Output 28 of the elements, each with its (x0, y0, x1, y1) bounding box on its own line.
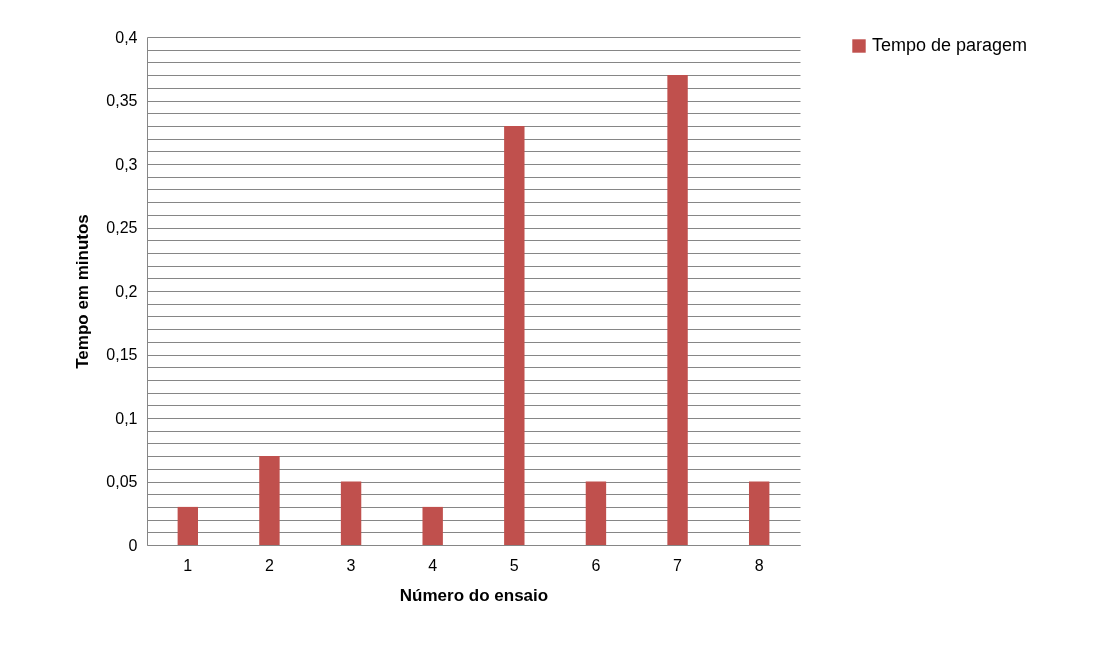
bar (422, 506, 443, 545)
y-tick-label: 0,35 (106, 92, 138, 109)
x-axis-title: Número do ensaio (399, 585, 549, 605)
x-tick-label: 4 (428, 556, 438, 574)
y-tick-label: 0 (128, 536, 138, 554)
x-tick-label: 5 (509, 556, 519, 574)
bar (748, 481, 770, 545)
bar (340, 481, 362, 545)
y-tick-label: 0,05 (106, 473, 138, 490)
bar (177, 506, 199, 545)
x-tick-label: 3 (346, 556, 356, 574)
bar (259, 456, 280, 545)
y-tick-label: 0,25 (106, 219, 138, 236)
x-tick-label: 1 (183, 556, 193, 574)
x-tick-label: 7 (673, 556, 683, 574)
y-tick-label: 0,4 (115, 28, 138, 46)
bar (504, 125, 525, 545)
y-tick-label: 0,2 (115, 282, 138, 300)
y-tick-label: 0,1 (115, 409, 138, 427)
x-tick-label: 2 (264, 556, 274, 574)
legend-label: Tempo de paragem (872, 35, 1028, 55)
x-tick-label: 6 (591, 556, 601, 574)
bar (667, 75, 688, 545)
y-tick-label: 0,15 (106, 346, 138, 363)
y-axis-title: Tempo em minutos (73, 214, 93, 369)
bar (585, 481, 607, 545)
y-tick-label: 0,3 (115, 155, 138, 173)
x-tick-label: 8 (754, 556, 764, 574)
